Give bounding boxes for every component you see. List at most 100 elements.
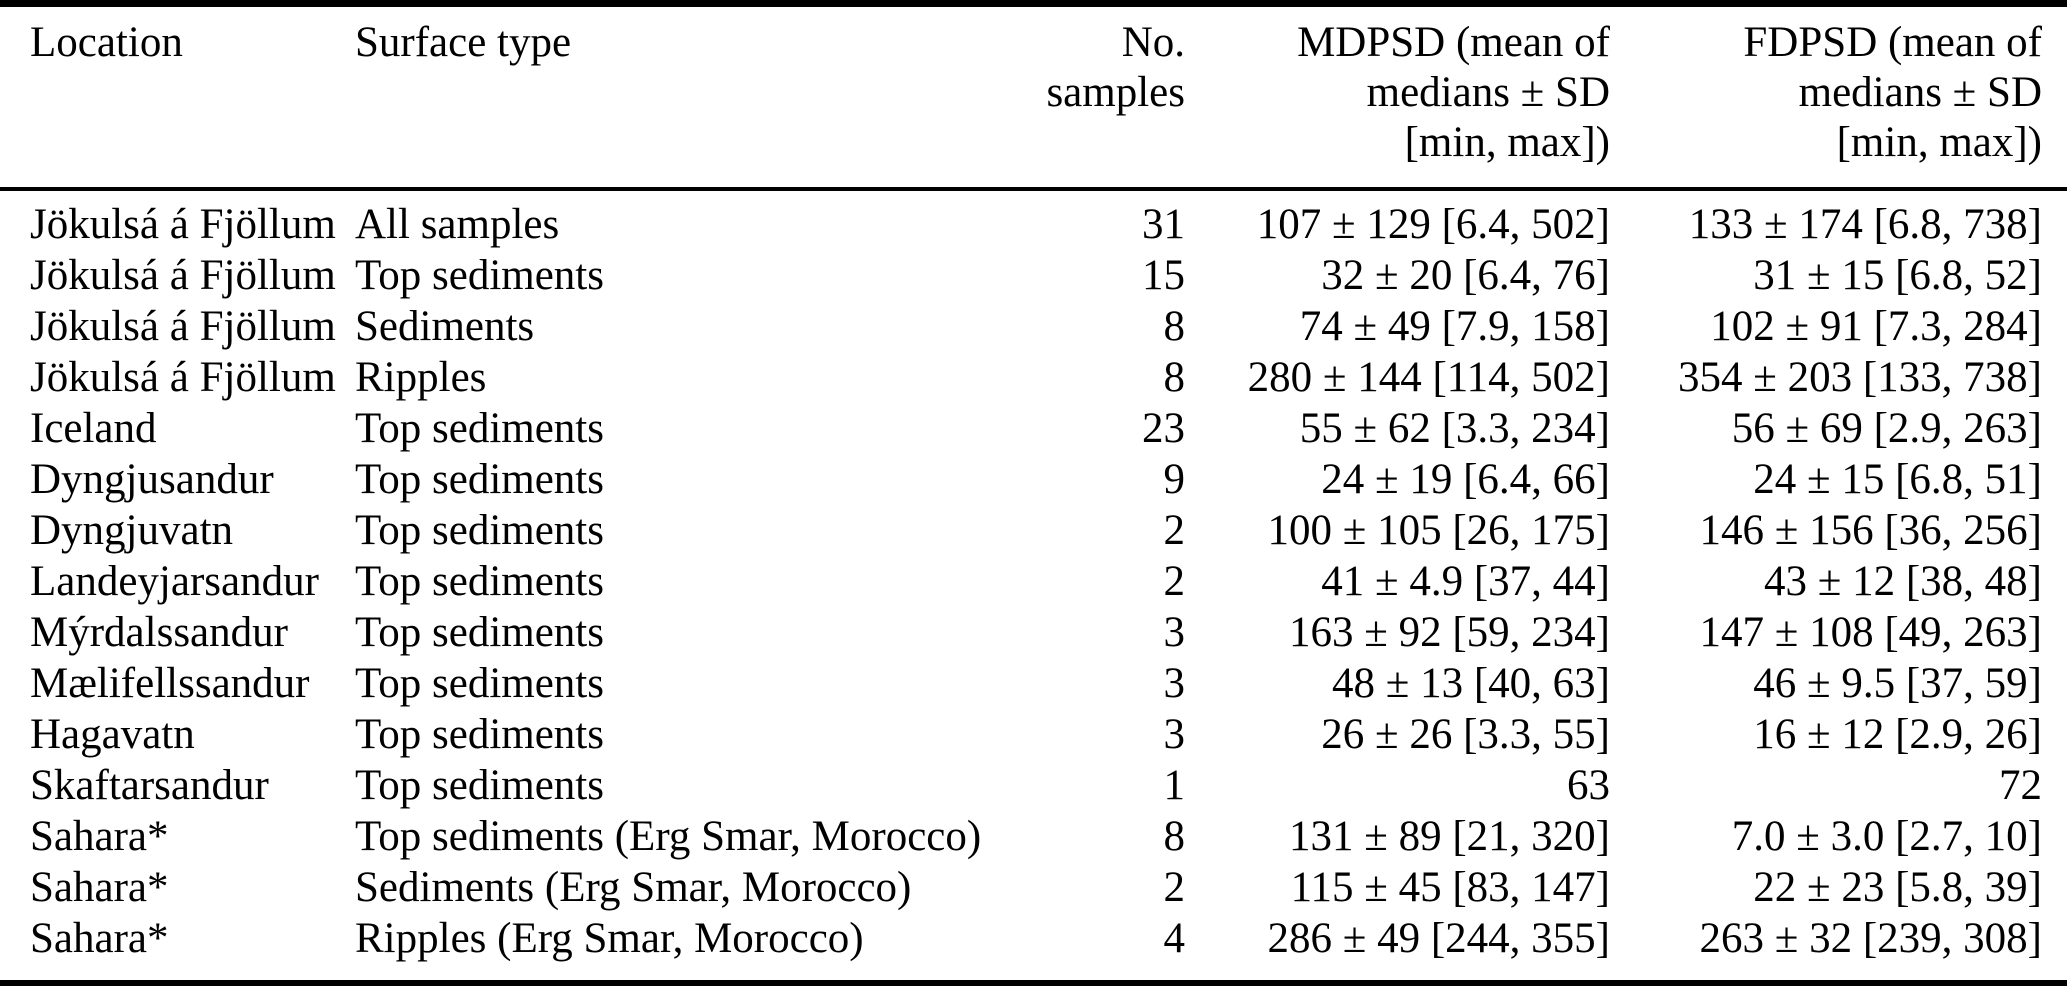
cell-location: Jökulsá á Fjöllum — [30, 252, 336, 299]
cell-location: Sahara* — [30, 915, 169, 962]
cell-surface-type: Ripples — [355, 354, 487, 401]
cell-fdpsd: 133 ± 174 [6.8, 738] — [1688, 201, 2042, 248]
cell-mdpsd: 55 ± 62 [3.3, 234] — [1299, 405, 1610, 452]
cell-no-samples: 2 — [1163, 558, 1186, 605]
cell-mdpsd: 107 ± 129 [6.4, 502] — [1256, 201, 1610, 248]
cell-no-samples: 2 — [1163, 864, 1186, 911]
cell-surface-type: Sediments (Erg Smar, Morocco) — [355, 864, 912, 911]
cell-location: Skaftarsandur — [30, 762, 269, 809]
cell-mdpsd: 163 ± 92 [59, 234] — [1289, 609, 1610, 656]
cell-location: Jökulsá á Fjöllum — [30, 354, 336, 401]
cell-fdpsd: 16 ± 12 [2.9, 26] — [1753, 711, 2042, 758]
cell-fdpsd: 43 ± 12 [38, 48] — [1764, 558, 2042, 605]
cell-no-samples: 1 — [1163, 762, 1186, 809]
cell-fdpsd: 72 — [1999, 762, 2042, 809]
cell-location: Jökulsá á Fjöllum — [30, 201, 336, 248]
cell-surface-type: Top sediments — [355, 405, 604, 452]
table-row: Sahara* Ripples (Erg Smar, Morocco) 4 286 ±… — [0, 913, 2067, 964]
cell-mdpsd: 41 ± 4.9 [37, 44] — [1321, 558, 1610, 605]
cell-no-samples: 3 — [1163, 609, 1186, 656]
column-header-mdpsd: MDPSD (mean of medians ± SD [min, max]) — [1297, 19, 1610, 166]
cell-surface-type: All samples — [355, 201, 560, 248]
cell-surface-type: Top sediments — [355, 456, 604, 503]
cell-fdpsd: 102 ± 91 [7.3, 284] — [1710, 303, 2042, 350]
cell-mdpsd: 63 — [1567, 762, 1610, 809]
table-header: Location Surface type No. samples MDPSD (mea… — [0, 7, 2067, 189]
column-header-surface-type: Surface type — [355, 19, 572, 66]
cell-mdpsd: 32 ± 20 [6.4, 76] — [1321, 252, 1610, 299]
cell-fdpsd: 7.0 ± 3.0 [2.7, 10] — [1731, 813, 2042, 860]
table-row: Jökulsá á Fjöllum All samples 31 107 ± 129 … — [0, 189, 2067, 250]
cell-no-samples: 8 — [1163, 354, 1186, 401]
table-row: Iceland Top sediments 23 55 ± 62 [3.3, 234]… — [0, 403, 2067, 454]
table-bottom-rule — [0, 980, 2067, 986]
table-row: Skaftarsandur Top sediments 1 63 72 — [0, 760, 2067, 811]
cell-location: Sahara* — [30, 813, 169, 860]
cell-surface-type: Sediments — [355, 303, 535, 350]
cell-fdpsd: 24 ± 15 [6.8, 51] — [1753, 456, 2042, 503]
table-row: Sahara* Top sediments (Erg Smar, Morocco)… — [0, 811, 2067, 862]
cell-surface-type: Top sediments — [355, 558, 604, 605]
cell-mdpsd: 286 ± 49 [244, 355] — [1267, 915, 1611, 962]
cell-location: Dyngjusandur — [30, 456, 274, 503]
cell-fdpsd: 31 ± 15 [6.8, 52] — [1753, 252, 2042, 299]
psd-table: Location Surface type No. samples MDPSD (mea… — [0, 7, 2067, 964]
cell-mdpsd: 26 ± 26 [3.3, 55] — [1321, 711, 1610, 758]
cell-no-samples: 3 — [1163, 711, 1186, 758]
cell-fdpsd: 263 ± 32 [239, 308] — [1699, 915, 2043, 962]
cell-no-samples: 31 — [1142, 201, 1185, 248]
cell-location: Mýrdalssandur — [30, 609, 288, 656]
cell-mdpsd: 74 ± 49 [7.9, 158] — [1299, 303, 1610, 350]
cell-no-samples: 8 — [1163, 303, 1186, 350]
cell-no-samples: 3 — [1163, 660, 1186, 707]
cell-surface-type: Top sediments — [355, 609, 604, 656]
table-row: Sahara* Sediments (Erg Smar, Morocco) 2 115… — [0, 862, 2067, 913]
table-row: Jökulsá á Fjöllum Ripples 8 280 ± 144 [114,… — [0, 352, 2067, 403]
table-row: Dyngjusandur Top sediments 9 24 ± 19 [6.4, … — [0, 454, 2067, 505]
cell-no-samples: 15 — [1142, 252, 1185, 299]
table-row: Mælifellssandur Top sediments 3 48 ± 13 [40… — [0, 658, 2067, 709]
cell-surface-type: Top sediments — [355, 252, 604, 299]
cell-location: Dyngjuvatn — [30, 507, 234, 554]
cell-mdpsd: 24 ± 19 [6.4, 66] — [1321, 456, 1610, 503]
table-row: Landeyjarsandur Top sediments 2 41 ± 4.9 [3… — [0, 556, 2067, 607]
cell-mdpsd: 48 ± 13 [40, 63] — [1332, 660, 1610, 707]
cell-no-samples: 8 — [1163, 813, 1186, 860]
header-row: Location Surface type No. samples MDPSD (mea… — [0, 7, 2067, 189]
cell-fdpsd: 354 ± 203 [133, 738] — [1678, 354, 2042, 401]
cell-no-samples: 23 — [1142, 405, 1185, 452]
cell-surface-type: Top sediments (Erg Smar, Morocco) — [355, 813, 982, 860]
table-top-rule — [0, 0, 2067, 7]
table-row: Hagavatn Top sediments 3 26 ± 26 [3.3, 55] 1… — [0, 709, 2067, 760]
cell-no-samples: 9 — [1163, 456, 1186, 503]
cell-fdpsd: 146 ± 156 [36, 256] — [1699, 507, 2043, 554]
cell-no-samples: 2 — [1163, 507, 1186, 554]
cell-surface-type: Top sediments — [355, 762, 604, 809]
cell-surface-type: Ripples (Erg Smar, Morocco) — [355, 915, 864, 962]
cell-location: Sahara* — [30, 864, 169, 911]
cell-mdpsd: 131 ± 89 [21, 320] — [1289, 813, 1610, 860]
cell-fdpsd: 147 ± 108 [49, 263] — [1699, 609, 2043, 656]
column-header-no-samples: No. samples — [1046, 19, 1185, 116]
cell-location: Mælifellssandur — [30, 660, 310, 707]
cell-surface-type: Top sediments — [355, 507, 604, 554]
cell-location: Iceland — [30, 405, 157, 452]
cell-location: Landeyjarsandur — [30, 558, 319, 605]
cell-surface-type: Top sediments — [355, 660, 604, 707]
cell-surface-type: Top sediments — [355, 711, 604, 758]
cell-mdpsd: 115 ± 45 [83, 147] — [1290, 864, 1610, 911]
table-row: Jökulsá á Fjöllum Top sediments 15 32 ± 20 … — [0, 250, 2067, 301]
cell-mdpsd: 100 ± 105 [26, 175] — [1267, 507, 1611, 554]
table-body: Jökulsá á Fjöllum All samples 31 107 ± 129 … — [0, 189, 2067, 964]
cell-location: Jökulsá á Fjöllum — [30, 303, 336, 350]
table-row: Jökulsá á Fjöllum Sediments 8 74 ± 49 [7.9,… — [0, 301, 2067, 352]
table-row: Dyngjuvatn Top sediments 2 100 ± 105 [26, 1… — [0, 505, 2067, 556]
cell-fdpsd: 56 ± 69 [2.9, 263] — [1731, 405, 2042, 452]
cell-no-samples: 4 — [1163, 915, 1186, 962]
column-header-fdpsd: FDPSD (mean of medians ± SD [min, max]) — [1743, 19, 2042, 166]
column-header-location: Location — [30, 19, 183, 66]
table-row: Mýrdalssandur Top sediments 3 163 ± 92 [59,… — [0, 607, 2067, 658]
cell-fdpsd: 22 ± 23 [5.8, 39] — [1753, 864, 2042, 911]
cell-mdpsd: 280 ± 144 [114, 502] — [1247, 354, 1610, 401]
